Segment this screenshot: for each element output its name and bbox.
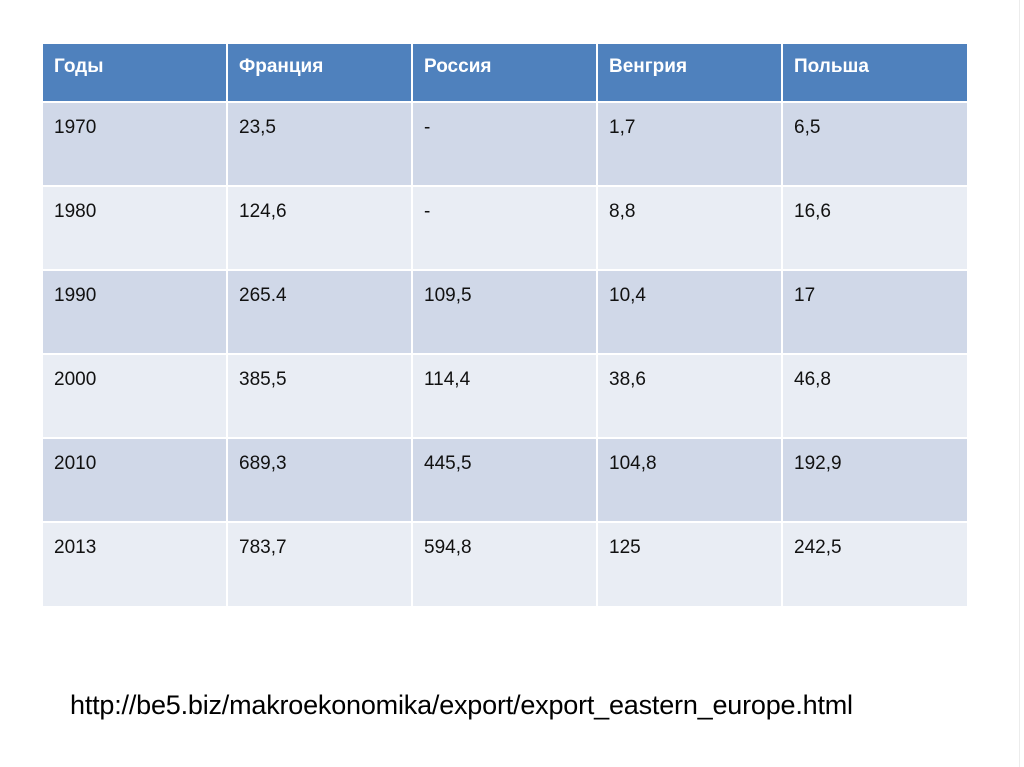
cell-hungary: 104,8 xyxy=(596,437,783,523)
cell-hungary: 8,8 xyxy=(596,185,783,271)
cell-france: 23,5 xyxy=(226,101,413,187)
cell-poland: 16,6 xyxy=(781,185,967,271)
table-row: 1990 265.4 109,5 10,4 17 xyxy=(43,269,967,355)
header-russia: Россия xyxy=(411,44,598,103)
header-hungary: Венгрия xyxy=(596,44,783,103)
cell-poland: 242,5 xyxy=(781,521,967,606)
table-row: 1970 23,5 - 1,7 6,5 xyxy=(43,101,967,187)
cell-poland: 17 xyxy=(781,269,967,355)
header-france: Франция xyxy=(226,44,413,103)
cell-france: 689,3 xyxy=(226,437,413,523)
cell-year: 1980 xyxy=(43,185,228,271)
cell-russia: 445,5 xyxy=(411,437,598,523)
cell-year: 1970 xyxy=(43,101,228,187)
cell-poland: 46,8 xyxy=(781,353,967,439)
cell-hungary: 38,6 xyxy=(596,353,783,439)
table-row: 2000 385,5 114,4 38,6 46,8 xyxy=(43,353,967,439)
cell-russia: - xyxy=(411,101,598,187)
cell-france: 385,5 xyxy=(226,353,413,439)
cell-hungary: 10,4 xyxy=(596,269,783,355)
cell-france: 783,7 xyxy=(226,521,413,606)
cell-russia: 109,5 xyxy=(411,269,598,355)
cell-russia: 594,8 xyxy=(411,521,598,606)
table-row: 2010 689,3 445,5 104,8 192,9 xyxy=(43,437,967,523)
table-header-row: Годы Франция Россия Венгрия Польша xyxy=(43,44,967,103)
cell-hungary: 1,7 xyxy=(596,101,783,187)
slide-edge-divider xyxy=(1019,0,1020,767)
cell-year: 2013 xyxy=(43,521,228,606)
cell-russia: 114,4 xyxy=(411,353,598,439)
export-data-table: Годы Франция Россия Венгрия Польша 1970 … xyxy=(43,44,967,606)
table-row: 1980 124,6 - 8,8 16,6 xyxy=(43,185,967,271)
cell-poland: 192,9 xyxy=(781,437,967,523)
cell-year: 2010 xyxy=(43,437,228,523)
header-years: Годы xyxy=(43,44,228,103)
cell-year: 1990 xyxy=(43,269,228,355)
source-url: http://be5.biz/makroekonomika/export/exp… xyxy=(70,690,853,720)
header-poland: Польша xyxy=(781,44,967,103)
cell-poland: 6,5 xyxy=(781,101,967,187)
cell-france: 124,6 xyxy=(226,185,413,271)
cell-france: 265.4 xyxy=(226,269,413,355)
cell-hungary: 125 xyxy=(596,521,783,606)
table-row: 2013 783,7 594,8 125 242,5 xyxy=(43,521,967,606)
cell-year: 2000 xyxy=(43,353,228,439)
cell-russia: - xyxy=(411,185,598,271)
